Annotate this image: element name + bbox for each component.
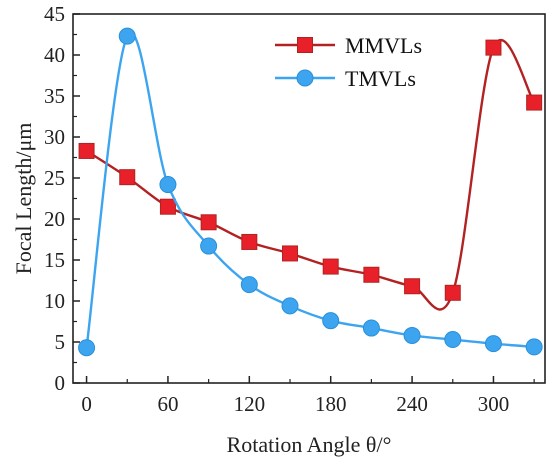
legend-label-tmvls: TMVLs — [345, 66, 416, 91]
data-point-tmvls — [78, 339, 96, 357]
data-point-mmvls — [444, 284, 461, 301]
series-mmvls — [78, 38, 543, 311]
y-tick-label: 30 — [44, 125, 65, 149]
y-tick-label: 25 — [44, 166, 65, 190]
data-point-tmvls — [403, 326, 421, 344]
data-point-tmvls — [525, 338, 543, 356]
data-point-tmvls — [200, 237, 218, 255]
x-tick-label: 0 — [81, 392, 92, 416]
x-tick-label: 300 — [478, 392, 510, 416]
y-tick-label: 15 — [44, 248, 65, 272]
data-point-mmvls — [322, 258, 339, 275]
series-layer — [78, 27, 543, 357]
data-point-tmvls — [240, 276, 258, 294]
x-tick-label: 240 — [396, 392, 428, 416]
y-tick-label: 45 — [44, 2, 65, 26]
data-point-mmvls — [485, 39, 502, 56]
x-tick-label: 120 — [234, 392, 266, 416]
x-tick-label: 180 — [315, 392, 347, 416]
data-point-mmvls — [404, 278, 421, 295]
x-axis: 0 60 120 180 240 300 — [81, 376, 535, 416]
y-axis: 0 5 10 15 20 25 30 35 40 45 — [44, 2, 80, 395]
legend: MMVLs TMVLs — [275, 33, 422, 91]
data-point-mmvls — [159, 198, 176, 215]
data-point-tmvls — [322, 312, 340, 330]
data-point-tmvls — [362, 319, 380, 337]
data-point-tmvls — [444, 331, 462, 349]
x-axis-title: Rotation Angle θ/° — [227, 432, 392, 457]
data-point-mmvls — [241, 233, 258, 250]
y-tick-label: 40 — [44, 43, 65, 67]
legend-marker-tmvls — [296, 69, 314, 87]
y-axis-title: Focal Length/μm — [11, 123, 36, 275]
y-tick-label: 20 — [44, 207, 65, 231]
data-point-mmvls — [363, 266, 380, 283]
data-point-tmvls — [484, 335, 502, 353]
legend-marker-mmvls — [297, 37, 313, 53]
y-tick-label: 5 — [55, 330, 66, 354]
data-point-tmvls — [159, 176, 177, 194]
data-point-mmvls — [78, 142, 95, 159]
data-point-mmvls — [119, 169, 136, 186]
y-tick-label: 0 — [55, 371, 66, 395]
data-point-mmvls — [200, 214, 217, 231]
data-point-tmvls — [281, 297, 299, 315]
data-point-mmvls — [282, 245, 299, 262]
data-point-mmvls — [526, 94, 543, 111]
y-tick-label: 10 — [44, 289, 65, 313]
legend-label-mmvls: MMVLs — [345, 33, 422, 58]
series-tmvls — [78, 27, 543, 357]
data-point-tmvls — [118, 27, 136, 45]
x-tick-label: 60 — [157, 392, 178, 416]
y-tick-label: 35 — [44, 84, 65, 108]
